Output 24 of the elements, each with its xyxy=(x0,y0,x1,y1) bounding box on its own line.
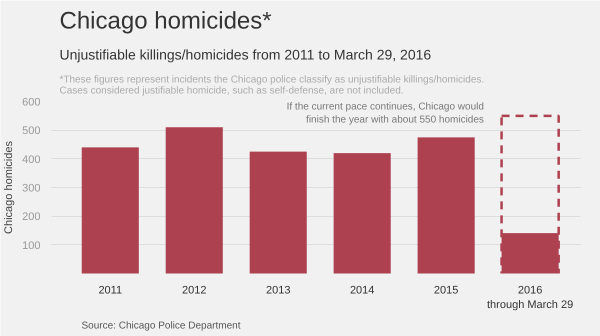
bar xyxy=(334,153,391,274)
y-axis-title: Chicago homicides xyxy=(3,140,16,234)
x-tick-label: 2014 xyxy=(350,284,374,296)
bar xyxy=(82,147,139,274)
x-tick-label: 2016 through March 29 xyxy=(487,284,574,311)
chart-subtitle: Unjustifiable killings/homicides from 2011 to March 29, 2016 xyxy=(60,46,432,62)
chart-title: Chicago homicides* xyxy=(60,8,272,34)
y-tick-label: 200 xyxy=(22,211,41,224)
x-tick-label: 2011 xyxy=(98,284,122,296)
text: *These figures represent incidents the Chicago police classify as unjustifiable killings/homicides. Cases considered justifiable homicide, such as self-defense, are not included. xyxy=(60,74,484,96)
x-tick-label: 2013 xyxy=(266,284,290,296)
bar xyxy=(166,127,223,274)
y-tick-label: 300 xyxy=(22,182,41,194)
y-tick-label: 600 xyxy=(22,96,41,108)
x-tick-label: 2012 xyxy=(182,284,206,296)
annotation: If the current pace continues, Chicago would finish the year with about 550 homicides xyxy=(286,102,484,126)
y-tick-label: 100 xyxy=(22,240,41,252)
bar xyxy=(418,137,475,274)
y-tick-label: 400 xyxy=(22,154,41,166)
bar xyxy=(250,152,307,274)
y-tick-label: 500 xyxy=(22,125,41,138)
bar xyxy=(500,114,560,274)
source-note: Source: Chicago Police Department xyxy=(82,320,241,332)
x-tick-label: 2015 xyxy=(434,284,458,296)
